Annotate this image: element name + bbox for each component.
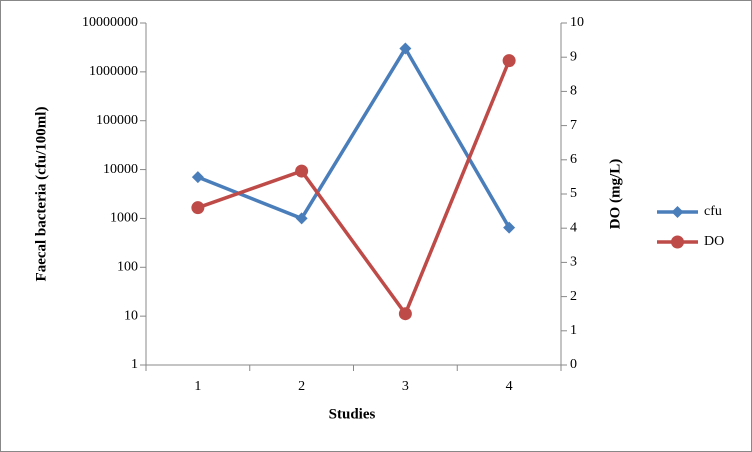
x-axis-title: Studies xyxy=(329,406,376,422)
point xyxy=(399,42,412,55)
y-tick-label: 100 xyxy=(117,260,138,275)
series-line xyxy=(197,45,511,229)
y2-tick-label: 1 xyxy=(570,323,577,338)
y2-tick-label: 4 xyxy=(570,220,577,235)
y2-tick-label: 0 xyxy=(570,357,577,372)
point xyxy=(191,201,205,215)
point xyxy=(191,171,204,184)
legend-marker xyxy=(671,206,684,218)
y2-tick-label: 7 xyxy=(570,118,577,133)
point xyxy=(503,221,516,234)
y-tick-label: 1000000 xyxy=(89,64,138,79)
point xyxy=(502,54,516,68)
legend-label: DO xyxy=(704,234,724,249)
y-tick-label: 10000 xyxy=(103,162,138,177)
y2-tick-label: 9 xyxy=(570,49,577,64)
x-tick-label: 3 xyxy=(402,379,409,394)
point xyxy=(398,307,412,321)
x-tick-label: 2 xyxy=(298,379,305,394)
y2-tick-label: 3 xyxy=(570,255,577,270)
series-line xyxy=(197,59,511,318)
y-tick-label: 1000 xyxy=(110,211,138,226)
point xyxy=(295,212,308,225)
y-axis-title: Faecal bacteria (cfu/100ml) xyxy=(33,107,49,282)
y2-tick-label: 6 xyxy=(570,152,577,167)
legend-marker xyxy=(671,235,684,249)
x-tick-label: 1 xyxy=(194,379,201,394)
y-tick-label: 100000 xyxy=(96,113,138,128)
y2-tick-label: 2 xyxy=(570,289,577,304)
y2-tick-label: 10 xyxy=(570,15,584,30)
x-tick-label: 4 xyxy=(506,379,513,394)
y2-tick-label: 8 xyxy=(570,84,577,99)
y-tick-label: 10 xyxy=(124,308,138,323)
y-tick-label: 1 xyxy=(131,357,138,372)
point xyxy=(295,164,309,178)
y2-axis-title: DO (mg/L) xyxy=(607,159,623,229)
y2-tick-label: 5 xyxy=(570,186,577,201)
legend-label: cfu xyxy=(704,204,722,219)
y-tick-label: 10000000 xyxy=(82,15,138,30)
